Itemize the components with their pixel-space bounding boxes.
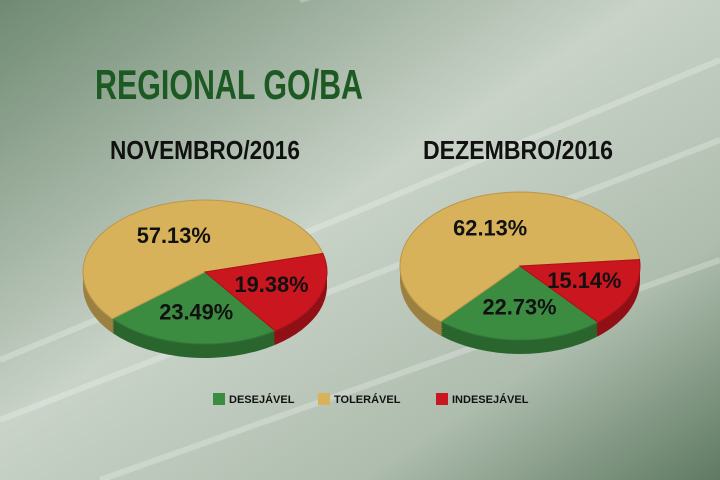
- slice: [399, 191, 641, 323]
- legend: DESEJÁVEL TOLERÁVEL INDESEJÁVEL: [213, 393, 529, 406]
- data-label: 19.38%: [235, 272, 309, 297]
- slice: [203, 252, 328, 332]
- legend-label: TOLERÁVEL: [334, 393, 401, 406]
- legend-label: DESEJÁVEL: [229, 393, 295, 406]
- data-label: 23.49%: [159, 299, 233, 324]
- data-label: 57.13%: [137, 223, 211, 248]
- chart-title: NOVEMBRO/2016: [110, 135, 300, 165]
- data-label: 22.73%: [483, 295, 557, 320]
- slice: [111, 271, 277, 345]
- legend-swatch: [436, 393, 448, 405]
- slice: [439, 265, 599, 341]
- slice: [82, 199, 324, 320]
- legend-swatch: [318, 393, 330, 405]
- legend-label: INDESEJÁVEL: [452, 393, 529, 406]
- slice: [518, 258, 641, 323]
- data-label: 62.13%: [453, 216, 527, 241]
- chart-title: DEZEMBRO/2016: [423, 135, 613, 165]
- legend-swatch: [213, 393, 225, 405]
- data-label: 15.14%: [547, 268, 621, 293]
- page-title: REGIONAL GO/BA: [95, 61, 363, 108]
